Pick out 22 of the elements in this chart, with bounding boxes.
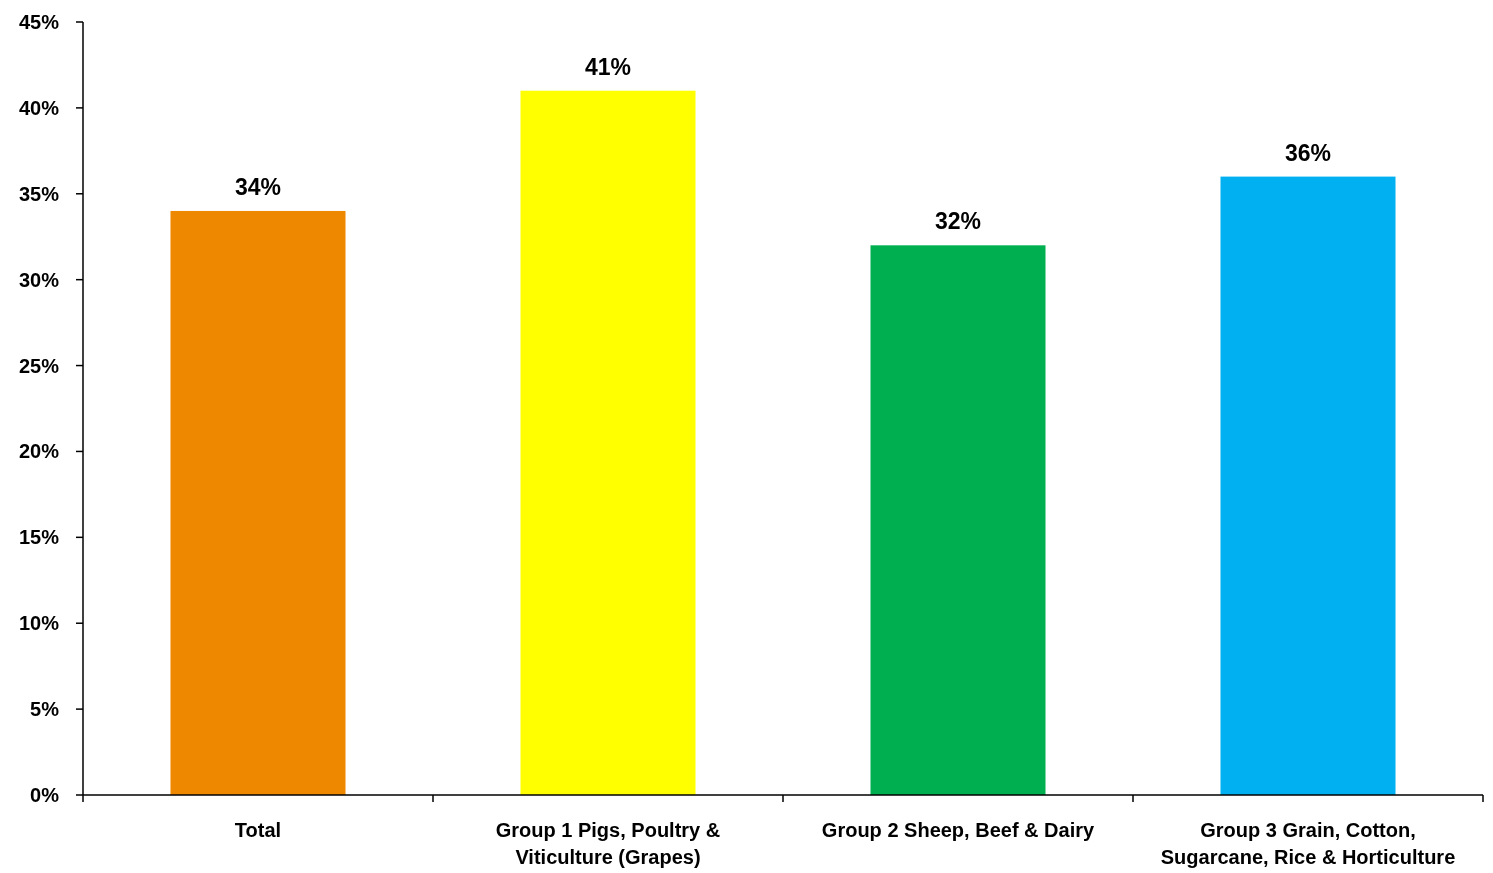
y-tick-label: 5%: [30, 698, 60, 721]
x-tick-label: Group 1 Pigs, Poultry & Viticulture (Grapes): [495, 819, 721, 868]
y-tick-label: 10%: [18, 612, 60, 635]
y-tick-label: 20%: [18, 440, 60, 463]
bar: [170, 210, 346, 795]
data-label: 32%: [934, 208, 982, 235]
bar: [870, 245, 1046, 795]
bar: [520, 90, 696, 795]
y-tick-label: 0%: [30, 784, 60, 806]
x-tick-label: Group 3 Grain, Cotton, Sugarcane, Rice & Horticulture: [1160, 819, 1456, 868]
bar: [1220, 176, 1396, 795]
y-tick-label: 45%: [18, 11, 60, 33]
y-tick-label: 40%: [18, 96, 60, 119]
y-tick-label: 25%: [18, 354, 60, 377]
data-label: 36%: [1284, 139, 1332, 166]
y-tick-label: 15%: [18, 526, 60, 549]
x-tick-label: Group 2 Sheep, Beef & Dairy: [821, 819, 1096, 841]
y-tick-label: 30%: [18, 268, 60, 291]
data-label: 34%: [234, 173, 282, 200]
data-label: 41%: [584, 53, 632, 80]
y-tick-label: 35%: [18, 182, 60, 205]
x-tick-label: Total: [234, 819, 282, 841]
